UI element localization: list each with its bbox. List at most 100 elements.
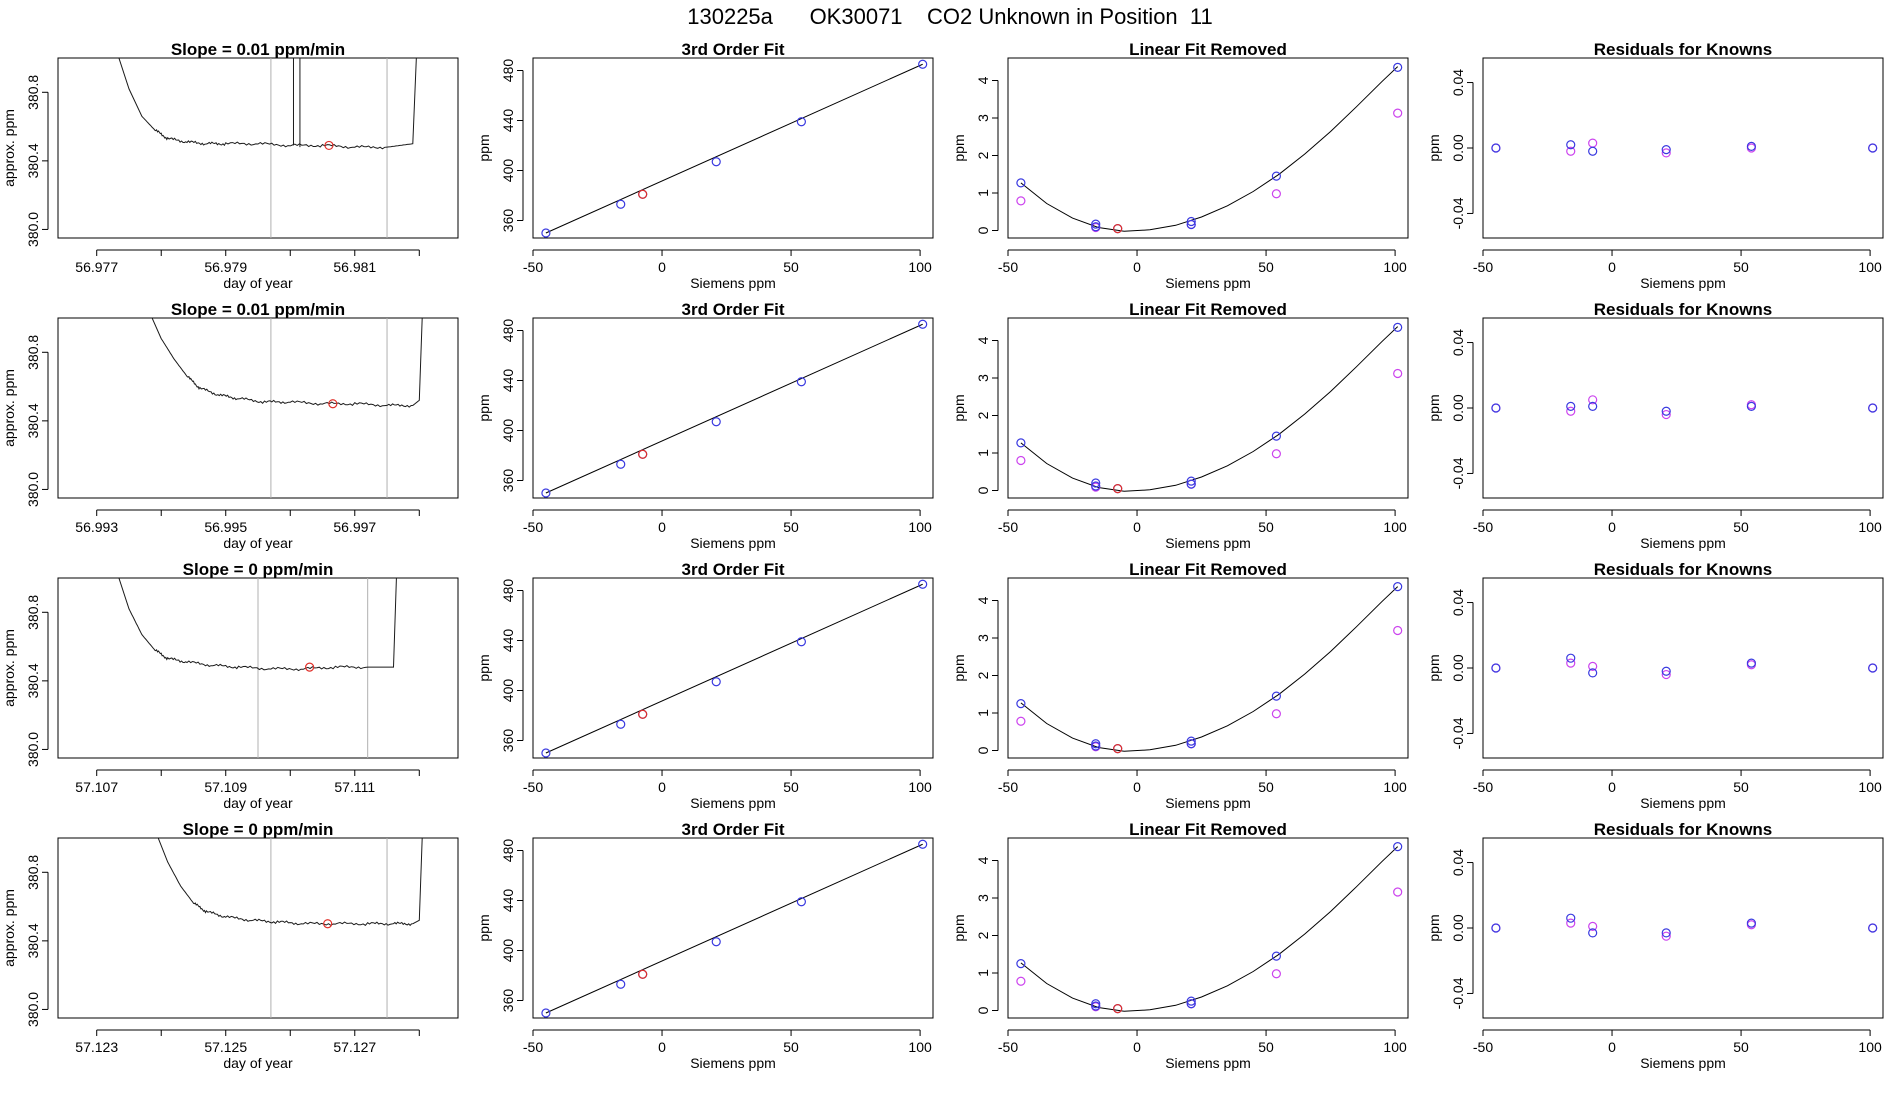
x-axis-label: Siemens ppm — [690, 795, 776, 811]
known-point — [1271, 951, 1281, 961]
y-tick-label: 0 — [975, 486, 991, 494]
x-tick-label: 50 — [783, 519, 799, 535]
y-axis-label: ppm — [1426, 914, 1442, 941]
y-tick-label: -0.04 — [1450, 197, 1466, 229]
y-tick-label: 0.04 — [1450, 69, 1466, 96]
x-axis-label: Siemens ppm — [1640, 535, 1726, 551]
x-tick-label: -50 — [998, 779, 1018, 795]
residual-point-alt — [1588, 921, 1598, 931]
known-point — [1186, 479, 1196, 489]
y-tick-label: 1 — [975, 709, 991, 717]
residual-point-alt — [1588, 661, 1598, 671]
x-tick-label: 0 — [658, 1039, 666, 1055]
trace-line — [151, 318, 423, 408]
unknown-marker — [305, 662, 315, 672]
known-point — [796, 637, 806, 647]
known-point — [1186, 996, 1196, 1006]
y-tick-label: 400 — [500, 679, 516, 703]
residual-point — [1491, 403, 1501, 413]
known-point — [1091, 222, 1101, 232]
y-tick-label: 4 — [975, 76, 991, 84]
alt-point — [1016, 716, 1026, 726]
known-point — [616, 199, 626, 209]
x-tick-label: 100 — [908, 519, 932, 535]
known-point — [616, 719, 626, 729]
x-tick-label: 100 — [908, 1039, 932, 1055]
known-point — [796, 377, 806, 387]
panel-title: Residuals for Knowns — [1594, 300, 1773, 319]
y-tick-label: 440 — [500, 629, 516, 653]
known-point — [1186, 476, 1196, 486]
plot-area — [151, 318, 423, 498]
y-tick-label: 2 — [975, 671, 991, 679]
plot-frame — [1007, 57, 1409, 239]
known-point — [1016, 959, 1026, 969]
x-tick-label: 100 — [1383, 1039, 1407, 1055]
x-tick-label: 50 — [1258, 779, 1274, 795]
x-tick-label: -50 — [1473, 1039, 1493, 1055]
x-tick-label: 50 — [783, 779, 799, 795]
residual-point — [1746, 141, 1756, 151]
chart-svg: Linear Fit Removed -50 0 50 100 0 1 2 3 4 Siemens … — [951, 40, 1409, 291]
x-axis-label: day of year — [223, 535, 293, 551]
y-tick-label: 0 — [975, 746, 991, 754]
residual-point — [1566, 140, 1576, 150]
residual-point-alt — [1588, 138, 1598, 148]
x-axis-label: Siemens ppm — [1165, 1055, 1251, 1071]
chart-panel-fit-row4: 3rd Order Fit -50 0 50 100 360 400 440 480 Siemen… — [475, 820, 950, 1080]
y-tick-label: 3 — [975, 634, 991, 642]
panel-title: 3rd Order Fit — [682, 40, 785, 59]
y-tick-label: 0 — [975, 226, 991, 234]
x-axis-label: Siemens ppm — [690, 275, 776, 291]
plot-area — [541, 839, 928, 1018]
plot-frame — [1007, 577, 1409, 759]
panel-title: Linear Fit Removed — [1129, 820, 1287, 839]
residual-point — [1588, 146, 1598, 156]
x-tick-label: -50 — [523, 1039, 543, 1055]
y-axis-label: ppm — [1426, 134, 1442, 161]
y-tick-label: 380.0 — [25, 212, 41, 247]
plot-frame — [57, 57, 459, 239]
x-tick-label: 0 — [1608, 1039, 1616, 1055]
unknown-point — [638, 189, 648, 199]
residual-point — [1491, 923, 1501, 933]
y-tick-label: 0.00 — [1450, 914, 1466, 941]
y-tick-label: 480 — [500, 579, 516, 603]
residual-point — [1491, 143, 1501, 153]
trace-line — [118, 58, 417, 150]
x-tick-label: 100 — [1383, 779, 1407, 795]
fit-curve — [1020, 66, 1399, 232]
x-tick-label: 0 — [658, 519, 666, 535]
y-tick-label: 0.04 — [1450, 329, 1466, 356]
y-tick-label: 400 — [500, 939, 516, 963]
x-axis-label: Siemens ppm — [1165, 535, 1251, 551]
residual-point — [1746, 401, 1756, 411]
x-tick-label: 100 — [1858, 259, 1882, 275]
residual-point — [1588, 401, 1598, 411]
known-point — [541, 488, 551, 498]
known-point — [1186, 219, 1196, 230]
y-axis-label: ppm — [951, 914, 967, 941]
known-point — [918, 579, 928, 589]
x-tick-label: 57.107 — [75, 779, 118, 795]
panel-title: Slope = 0.01 ppm/min — [171, 40, 345, 59]
chart-svg: Residuals for Knowns -50 0 50 100 -0.04 0.00 0.… — [1426, 560, 1884, 811]
plot-area — [118, 578, 397, 758]
residual-point-alt — [1661, 409, 1671, 420]
x-tick-label: 0 — [1133, 779, 1141, 795]
plot-area — [1016, 582, 1403, 754]
residual-point — [1746, 918, 1756, 928]
plot-frame — [1482, 837, 1884, 1019]
y-tick-label: 440 — [500, 889, 516, 913]
plot-area — [1491, 913, 1878, 941]
chart-panel-linear_removed-row3: Linear Fit Removed -50 0 50 100 0 1 2 3 4 Siemens … — [950, 560, 1425, 820]
y-tick-label: 380.4 — [25, 403, 41, 438]
y-tick-label: 360 — [500, 989, 516, 1013]
y-tick-label: 380.8 — [25, 75, 41, 110]
y-tick-label: 1 — [975, 189, 991, 197]
panel-title: Slope = 0.01 ppm/min — [171, 300, 345, 319]
alt-point — [1393, 108, 1403, 118]
y-axis-label: approx. ppm — [1, 369, 17, 447]
alt-point — [1393, 368, 1403, 379]
alt-point — [1016, 455, 1026, 466]
